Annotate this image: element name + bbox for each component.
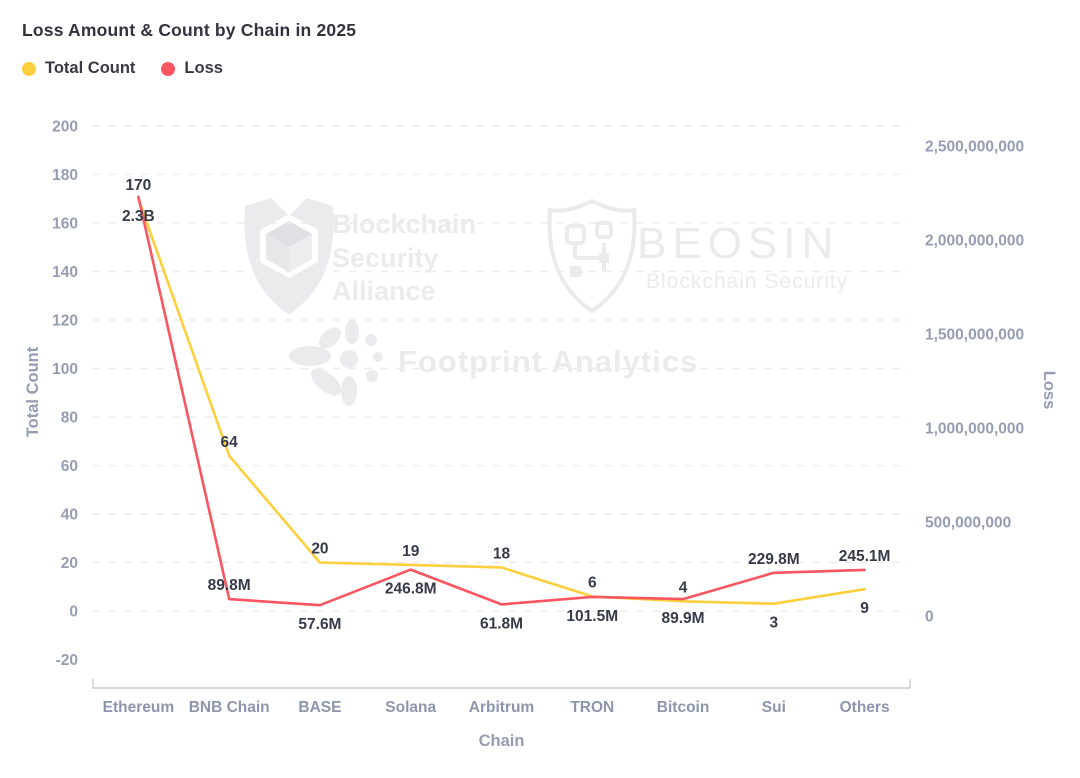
x-axis-category-label[interactable]: Arbitrum (469, 699, 534, 716)
right-axis-tick-label: 2,000,000,000 (925, 233, 1024, 250)
x-axis-category-label[interactable]: Solana (385, 699, 436, 716)
x-axis-category-label[interactable]: Others (840, 699, 890, 716)
left-axis-tick-label: 160 (52, 216, 78, 233)
footprint-petal-bottom-left (311, 368, 341, 396)
footprint-center (340, 350, 358, 368)
bsa-cube-right (289, 234, 312, 272)
data-label: 3 (770, 615, 779, 632)
left-axis-tick-label: 140 (52, 264, 78, 281)
beosin-qr-square-2 (595, 221, 613, 239)
beosin-qr-dot-1 (599, 253, 609, 263)
legend: Total Count Loss (22, 59, 223, 78)
beosin-shield-icon (547, 198, 637, 314)
x-axis-name: Chain (479, 732, 525, 750)
right-axis-tick-label: 1,000,000,000 (925, 421, 1024, 438)
watermark-blockchain-security-alliance: Blockchain Security Alliance (244, 198, 476, 315)
series-line-total-count[interactable] (137, 197, 866, 606)
data-label: 4 (679, 579, 688, 596)
right-axis-tick-label: 1,500,000,000 (925, 327, 1024, 344)
bsa-text-line1: Blockchain (332, 209, 476, 239)
left-axis-tick-label: -20 (56, 652, 78, 669)
data-label: 6 (588, 574, 597, 591)
x-axis-category-label[interactable]: BNB Chain (189, 699, 270, 716)
x-axis-category-label[interactable]: BASE (298, 699, 341, 716)
beosin-wordmark: BEOSIN (637, 219, 839, 268)
left-axis-tick-label: 180 (52, 167, 78, 184)
data-label: 2.3B (122, 208, 155, 225)
data-label: 245.1M (839, 548, 891, 565)
footprint-dot-3 (366, 370, 378, 382)
x-axis-category-label[interactable]: Sui (762, 699, 786, 716)
right-axis-tick-label: 2,500,000,000 (925, 139, 1024, 156)
right-axis-tick-label: 500,000,000 (925, 515, 1011, 532)
series-line-loss[interactable] (137, 195, 866, 607)
right-axis-tick-label: 0 (925, 609, 934, 626)
beosin-subtitle: Blockchain Security (646, 270, 848, 293)
legend-label-total-count: Total Count (45, 59, 136, 77)
right-axis-name: Loss (1040, 371, 1058, 410)
x-axis-line (92, 679, 911, 689)
data-label: 170 (125, 177, 151, 194)
data-label: 20 (311, 541, 328, 558)
data-label: 246.8M (385, 581, 437, 598)
legend-dot-total-count (22, 61, 36, 76)
legend-dot-loss (161, 61, 176, 76)
bsa-text-line3: Alliance (332, 276, 436, 306)
footprint-petal-top-left (318, 327, 342, 349)
bsa-text-line2: Security (332, 243, 439, 273)
footprint-petal-bottom (341, 376, 357, 406)
data-label: 89.8M (208, 577, 251, 594)
plot-area: 200180160140120100806040200-202,500,000,… (24, 119, 1058, 751)
data-label: 229.8M (748, 551, 800, 568)
right-axis-ticks: 2,500,000,000 2,000,000,000 1,500,000,000 1… (925, 139, 1024, 626)
watermark-beosin: BEOSIN Blockchain Security (547, 198, 848, 314)
left-axis-tick-label: 120 (52, 313, 78, 330)
footprint-petal-left (289, 346, 331, 366)
footprint-petal-top (345, 320, 359, 344)
left-axis-name: Total Count (24, 346, 42, 437)
data-label: 89.9M (662, 610, 705, 627)
footprint-dot-1 (365, 334, 377, 346)
data-label: 18 (493, 545, 511, 562)
left-axis-tick-label: 0 (69, 604, 78, 621)
legend-item-total-count[interactable]: Total Count (22, 59, 135, 78)
left-axis-tick-label: 200 (52, 119, 78, 136)
chart-title: Loss Amount & Count by Chain in 2025 (22, 20, 357, 40)
left-axis-tick-label: 60 (61, 458, 78, 475)
data-label: 57.6M (298, 616, 341, 633)
x-axis-category-label[interactable]: Bitcoin (657, 699, 710, 716)
beosin-qr-path (573, 243, 606, 274)
series-labels-loss: 2.3B 89.8M 57.6M 246.8M 61.8M 101.5M 89.9M 229.… (122, 208, 890, 633)
x-axis-category-label[interactable]: TRON (570, 699, 614, 716)
legend-label-loss: Loss (184, 59, 223, 77)
left-axis-tick-label: 80 (61, 410, 78, 427)
data-label: 19 (402, 543, 420, 560)
footprint-wordmark: Footprint Analytics (398, 344, 698, 379)
data-label: 9 (860, 600, 869, 617)
data-label: 101.5M (566, 608, 618, 625)
x-axis-category-label[interactable]: Ethereum (103, 699, 175, 716)
left-axis-tick-label: 20 (61, 555, 78, 572)
left-axis-tick-label: 40 (61, 507, 78, 524)
bsa-cube-left (266, 234, 289, 272)
x-axis-categories: Ethereum BNB Chain BASE Solana Arbitrum TRON B… (103, 699, 890, 716)
data-label: 61.8M (480, 615, 523, 632)
watermark-footprint-analytics: Footprint Analytics (289, 320, 698, 406)
legend-item-loss[interactable]: Loss (161, 59, 223, 78)
footprint-dot-2 (373, 352, 383, 362)
left-axis-tick-label: 100 (52, 361, 78, 378)
data-label: 64 (221, 434, 239, 451)
beosin-qr-square-1 (565, 224, 586, 245)
